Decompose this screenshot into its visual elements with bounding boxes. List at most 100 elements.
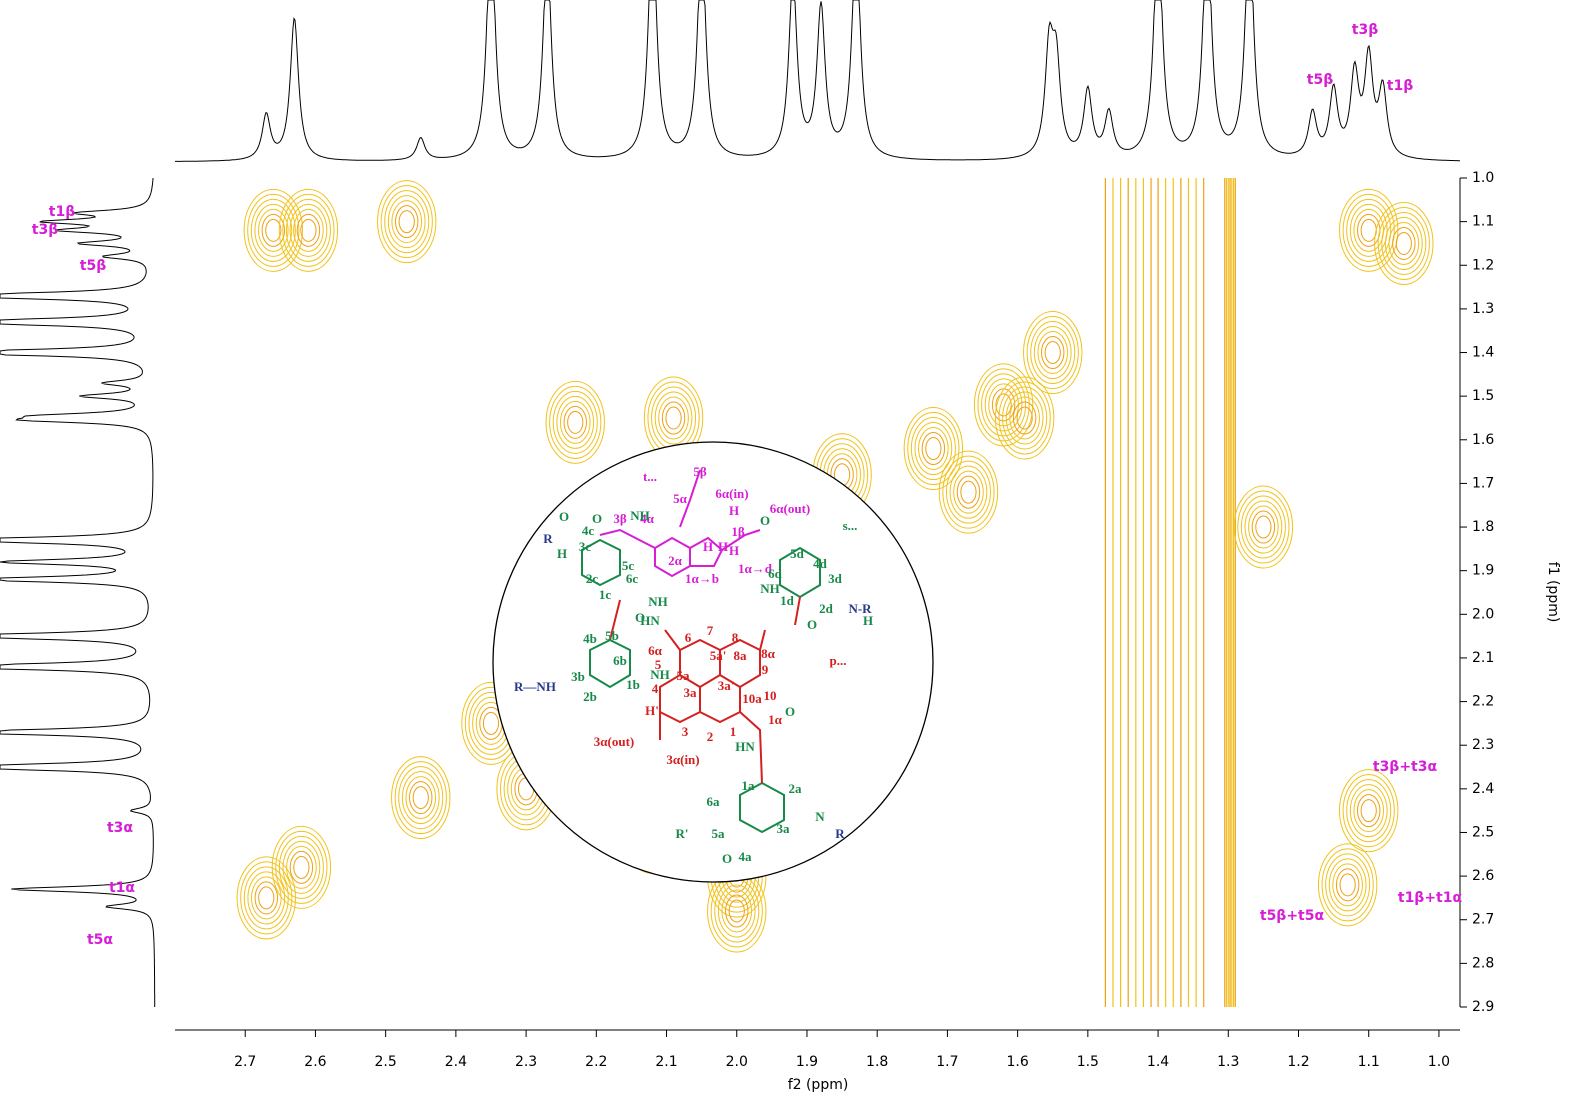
contour-ring (910, 417, 956, 481)
x-tick-label: 1.2 (1287, 1054, 1309, 1070)
x-tick-label: 2.3 (515, 1054, 537, 1070)
y-tick-label: 1.6 (1472, 432, 1494, 448)
structure-label: 3b (571, 669, 585, 684)
structure-label: 3 (682, 724, 689, 739)
contour-ring (1033, 326, 1072, 380)
inset-circle (492, 441, 934, 883)
contour-ring (395, 205, 419, 239)
contour-ring (567, 410, 584, 434)
x-tick-label: 1.7 (936, 1054, 958, 1070)
contour-ring (278, 188, 339, 272)
band (1224, 178, 1236, 1007)
contour-ring (1353, 789, 1385, 833)
contour-ring (914, 422, 953, 476)
structure-label: 1d (780, 593, 795, 608)
structure-label: 3α(in) (666, 752, 699, 767)
cross-peak (903, 407, 964, 491)
x-tick-label: 2.0 (726, 1054, 748, 1070)
contour-ring (278, 835, 324, 899)
x-axis-label: f2 (ppm) (788, 1077, 849, 1093)
contour-ring (549, 385, 602, 459)
contour-ring (545, 380, 605, 464)
contour-ring (1384, 216, 1423, 270)
structure-label: t... (643, 469, 657, 484)
structure-label: 6α(out) (770, 501, 810, 516)
peak-annotation: t5α (87, 932, 113, 948)
structure-label: 4b (583, 631, 597, 646)
structure-label: H (729, 543, 739, 558)
peak-annotation: t3β (32, 222, 58, 238)
structure-label: 6a (707, 794, 721, 809)
structure-label: 8α (761, 646, 776, 661)
y-tick-label: 2.2 (1472, 694, 1494, 710)
contour-ring (1339, 873, 1356, 897)
contour-ring (563, 405, 587, 439)
structure-label: N (815, 809, 825, 824)
contour-ring (1374, 201, 1434, 285)
contour-ring (728, 899, 745, 923)
x-tick-label: 2.7 (234, 1054, 256, 1070)
contour-ring (918, 427, 949, 471)
structure-label: H (863, 613, 873, 628)
contour-ring (1240, 495, 1286, 559)
structure-label: 2α (668, 553, 683, 568)
structure-label: 3d (828, 571, 843, 586)
structure-labels: t... s... p... 5β 5α 6α(in) 6α(out) 4α 3β 2α 1β 1α→… (514, 464, 873, 866)
y-tick-label: 1.7 (1472, 475, 1494, 491)
structure-label: 10 (764, 688, 777, 703)
structure-label: 1α→b (685, 571, 719, 586)
y-tick-label: 2.0 (1472, 606, 1494, 622)
structure-label: 1a (742, 778, 756, 793)
contour-ring (661, 401, 686, 435)
x-tick-label: 2.1 (655, 1054, 677, 1070)
y-tick-label: 1.4 (1472, 345, 1494, 361)
structure-label: 3β (613, 511, 627, 526)
structure-label: s... (843, 518, 858, 533)
structure-label: 8 (732, 630, 739, 645)
structure-label: 1α→d (738, 561, 773, 576)
peak-annotation: t3α (107, 820, 133, 836)
structure-label: 10a (742, 691, 762, 706)
contour-ring (1342, 193, 1395, 267)
contour-ring (271, 825, 332, 909)
contour-ring (903, 407, 964, 491)
structure-label: 9 (762, 662, 769, 677)
contour-ring (1392, 226, 1416, 260)
structure-label: NH (630, 508, 650, 523)
contour-ring (717, 884, 756, 938)
structure-label: 5c (622, 558, 635, 573)
contour-ring (1395, 231, 1412, 255)
contour-ring (1005, 391, 1044, 445)
contour-ring (1255, 515, 1272, 539)
contour-ring (1381, 211, 1427, 275)
contour-ring (1332, 863, 1363, 907)
x-tick-label: 1.8 (866, 1054, 888, 1070)
structure-label: H' (645, 703, 659, 718)
y-tick-label: 1.5 (1472, 388, 1494, 404)
y-tick-label: 2.7 (1472, 912, 1494, 928)
contour-ring (296, 213, 321, 247)
structure-label: 5a' (710, 648, 727, 663)
cross-peak (1374, 201, 1434, 285)
contour-ring (380, 185, 433, 259)
contour-ring (254, 881, 278, 915)
contour-ring (949, 465, 988, 519)
y-tick-label: 2.3 (1472, 737, 1494, 753)
structure-label: 1b (626, 677, 640, 692)
structure-label: N-R (848, 601, 872, 616)
structure-label: 2d (819, 601, 834, 616)
peak-annotation: t3β (1352, 22, 1378, 38)
contour-ring (994, 376, 1055, 460)
contour-ring (1233, 485, 1294, 569)
structure-label: 4α (640, 511, 655, 526)
contour-ring (960, 480, 977, 504)
y-tick-label: 1.2 (1472, 257, 1494, 273)
contour-ring (398, 210, 415, 234)
contour-ring (1244, 500, 1283, 554)
peak-annotation: t5β (80, 258, 106, 274)
structure-label: 3a (777, 821, 791, 836)
contour-ring (556, 395, 595, 449)
y-tick-label: 2.1 (1472, 650, 1494, 666)
contour-ring (258, 208, 289, 252)
contour-ring (1388, 221, 1420, 265)
